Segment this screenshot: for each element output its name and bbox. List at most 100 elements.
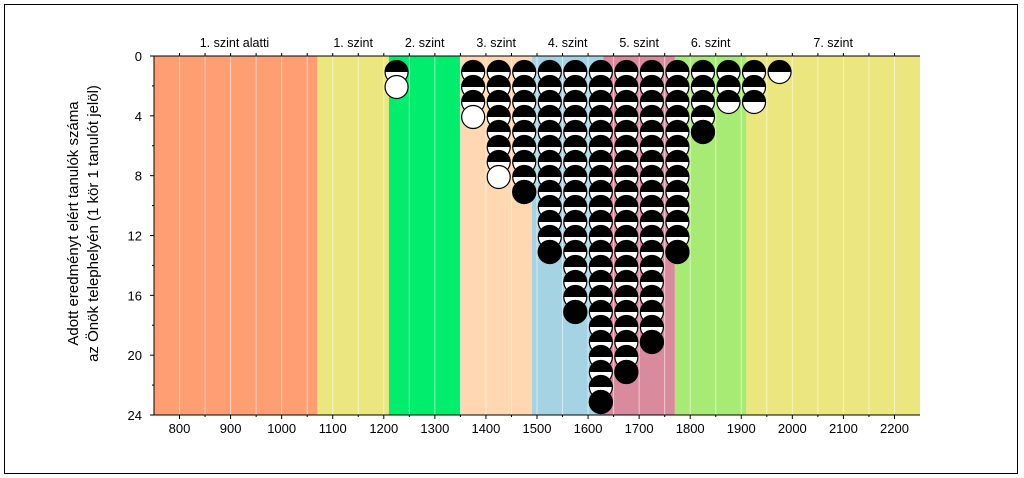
circle-black-half bbox=[589, 225, 613, 237]
student-circles bbox=[384, 59, 792, 415]
band-label-5: 5. szint bbox=[619, 36, 659, 50]
y-tick-label: 16 bbox=[128, 288, 142, 303]
circle-black-half bbox=[563, 75, 587, 87]
circle-black bbox=[665, 239, 690, 265]
student-circle bbox=[461, 104, 486, 130]
level-band-2 bbox=[388, 56, 461, 415]
circle-black-half bbox=[640, 105, 664, 117]
circle-black-half bbox=[640, 90, 664, 102]
circle-black-half bbox=[640, 180, 664, 192]
circle-black-half bbox=[665, 90, 689, 102]
circle-black-half bbox=[614, 345, 638, 357]
x-tick-label: 900 bbox=[220, 421, 242, 436]
circle-black-half bbox=[640, 195, 664, 207]
x-tick-label: 1800 bbox=[676, 421, 705, 436]
circle-black-half bbox=[461, 90, 485, 102]
y-label-line-1: az Önök telephelyén (1 kör 1 tanulót jel… bbox=[84, 85, 102, 362]
circle-black-half bbox=[717, 60, 740, 72]
circle-black-half bbox=[640, 210, 664, 222]
circle-black-half bbox=[640, 75, 664, 87]
circle-black bbox=[690, 119, 716, 145]
circle-black-half bbox=[614, 300, 638, 312]
x-tick-label: 2000 bbox=[778, 421, 807, 436]
circle-black-half bbox=[538, 135, 562, 147]
circle-black-half bbox=[589, 60, 613, 72]
circle-white-half bbox=[461, 104, 486, 130]
axes: 800 900 1000 1100 1200 1300 1400 1500 1600 1700 18… bbox=[128, 49, 920, 436]
student-circle bbox=[690, 119, 716, 145]
x-tick-label: 1600 bbox=[574, 421, 603, 436]
circle-black-half bbox=[538, 195, 562, 207]
circle-black-half bbox=[563, 90, 587, 102]
student-circle bbox=[588, 389, 613, 415]
circle-black-half bbox=[563, 150, 587, 162]
circle-black-half bbox=[589, 165, 613, 177]
circle-black-half bbox=[589, 75, 613, 87]
circle-black-half bbox=[461, 60, 485, 72]
circle-black-half bbox=[538, 165, 562, 177]
circle-black-half bbox=[614, 75, 638, 87]
circle-black-half bbox=[589, 135, 613, 147]
circle-black-half bbox=[742, 60, 766, 72]
x-tick-label: 1200 bbox=[369, 421, 398, 436]
student-circle bbox=[741, 89, 767, 115]
circle-black-half bbox=[614, 180, 638, 192]
circle-black bbox=[512, 179, 537, 205]
circle-black-half bbox=[665, 60, 689, 72]
y-label-line-0: Adott eredményt elért tanulók száma bbox=[65, 101, 82, 346]
circle-black-half bbox=[512, 165, 536, 177]
circle-black-half bbox=[665, 165, 689, 177]
circle-black-half bbox=[512, 150, 536, 162]
band-label-6: 6. szint bbox=[691, 36, 731, 50]
circle-black bbox=[639, 329, 665, 355]
band-label-4: 4. szint bbox=[548, 36, 588, 50]
circle-black-half bbox=[665, 75, 689, 87]
circle-black-half bbox=[691, 60, 715, 72]
x-tick-label: 1700 bbox=[625, 421, 654, 436]
circle-black-half bbox=[589, 270, 613, 282]
student-circle bbox=[512, 179, 537, 205]
circle-black bbox=[563, 299, 588, 325]
circle-black-half bbox=[614, 210, 638, 222]
circle-white-half bbox=[486, 164, 511, 190]
circle-black-half bbox=[589, 315, 613, 327]
circle-black-half bbox=[614, 135, 638, 147]
student-circle bbox=[614, 359, 639, 385]
circle-black-half bbox=[487, 105, 511, 117]
circle-black-half bbox=[563, 285, 587, 297]
circle-black-half bbox=[614, 90, 638, 102]
x-tick-label: 1000 bbox=[267, 421, 296, 436]
circle-black-half bbox=[538, 225, 562, 237]
circle-black-half bbox=[589, 120, 613, 132]
circle-black-half bbox=[563, 120, 587, 132]
circle-black-half bbox=[563, 105, 587, 117]
student-circle bbox=[563, 299, 588, 325]
circle-black-half bbox=[563, 225, 587, 237]
circle-black-half bbox=[538, 150, 562, 162]
circle-black bbox=[614, 359, 639, 385]
student-circle bbox=[537, 239, 562, 265]
circle-black-half bbox=[487, 135, 511, 147]
band-label-2: 2. szint bbox=[405, 36, 445, 50]
circle-black-half bbox=[589, 180, 613, 192]
level-band-1 bbox=[317, 56, 389, 415]
circle-black-half bbox=[665, 195, 689, 207]
student-circle bbox=[767, 59, 792, 85]
circle-black-half bbox=[665, 135, 689, 147]
circle-black-half bbox=[614, 255, 638, 267]
circle-black-half bbox=[717, 75, 740, 87]
level-band-labels: 1. szint alatti 1. szint 2. szint 3. szint 4… bbox=[200, 36, 854, 50]
vertical-gridlines bbox=[179, 56, 895, 415]
circle-black-half bbox=[640, 285, 664, 297]
circle-black-half bbox=[691, 75, 715, 87]
circle-black-half bbox=[589, 210, 613, 222]
circle-black-half bbox=[538, 60, 562, 72]
y-tick-label: 20 bbox=[128, 348, 142, 363]
circle-black-half bbox=[512, 90, 536, 102]
y-axis-label: Adott eredményt elért tanulók száma az Ön… bbox=[65, 85, 102, 362]
circle-black-half bbox=[563, 210, 587, 222]
band-label-3: 3. szint bbox=[476, 36, 516, 50]
circle-black-half bbox=[538, 180, 562, 192]
circle-black-half bbox=[768, 60, 792, 72]
